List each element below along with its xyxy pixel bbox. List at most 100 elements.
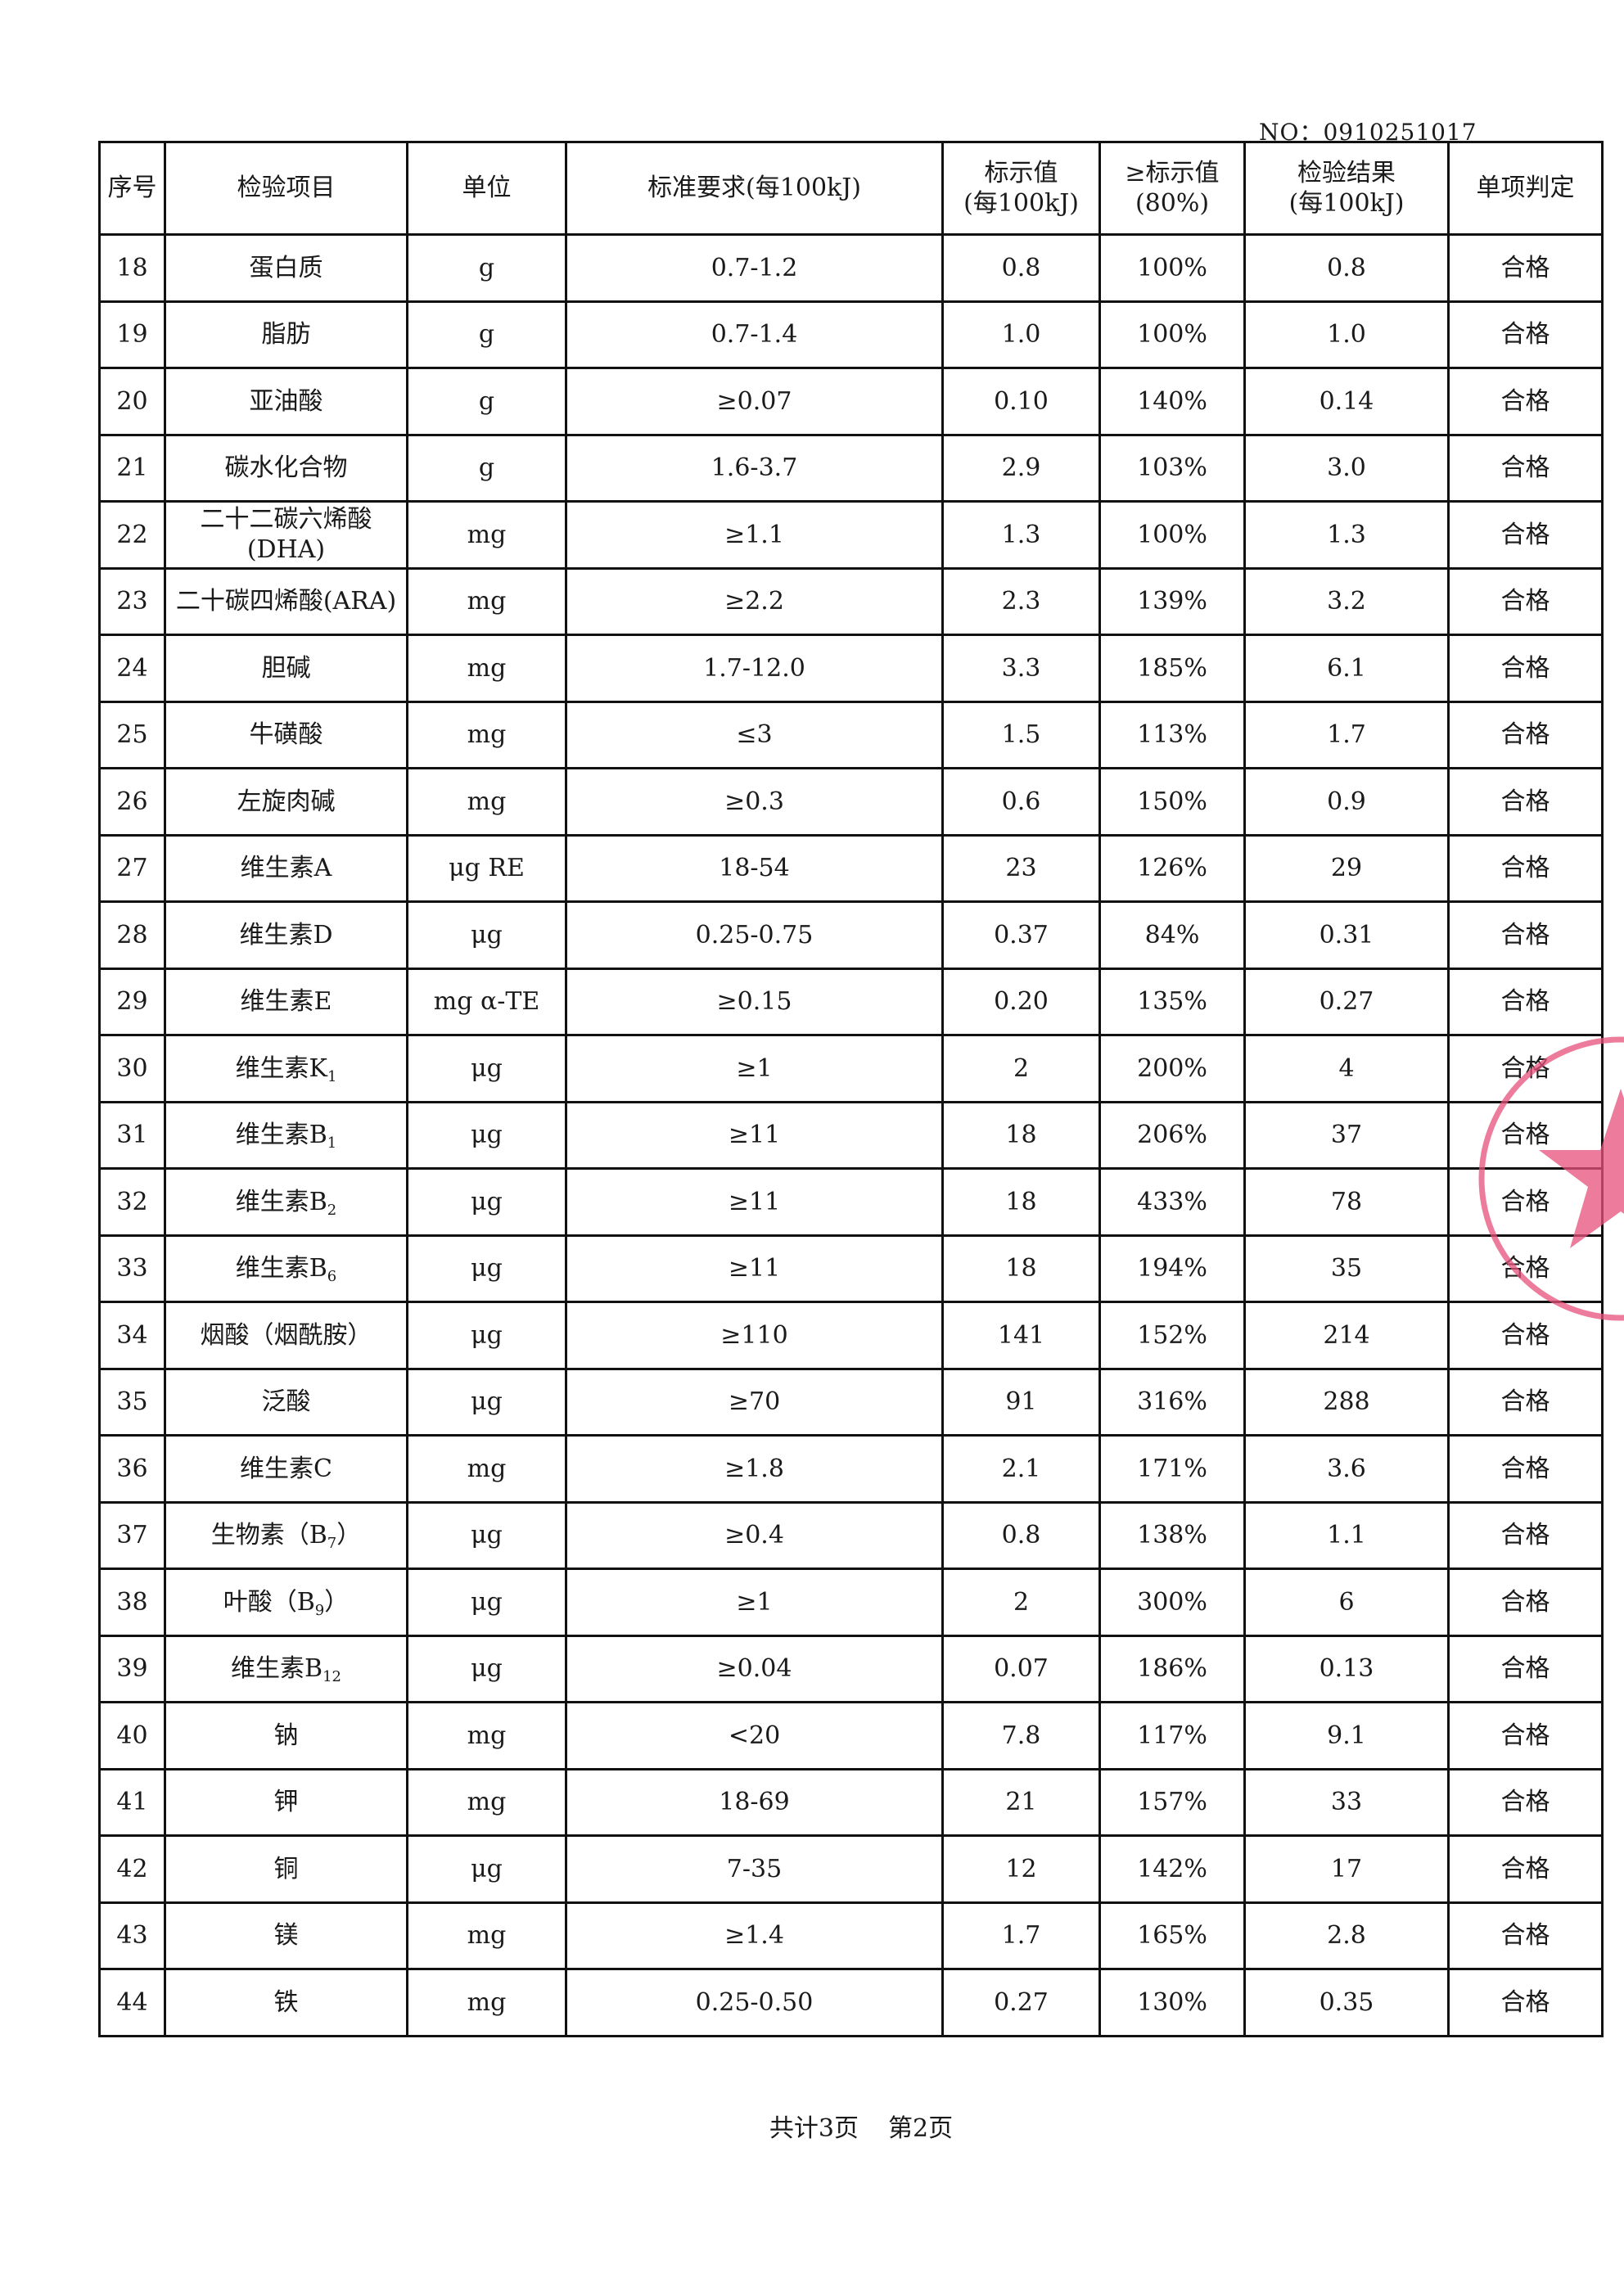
cell-name: 维生素B1 — [164, 1100, 408, 1170]
cell-standard: 0.7-1.2 — [565, 233, 944, 303]
table-row: 28 维生素D μg 0.25-0.75 0.37 84% 0.31 合格 — [98, 900, 1604, 970]
cell-ratio: 100% — [1098, 500, 1246, 570]
cell-seq: 36 — [98, 1434, 166, 1504]
cell-label: 2.9 — [941, 433, 1101, 503]
cell-name: 镁 — [164, 1901, 408, 1970]
cell-label: 0.8 — [941, 233, 1101, 303]
cell-verdict: 合格 — [1447, 1901, 1604, 1970]
cell-label: 1.0 — [941, 300, 1101, 369]
item-name: 维生素B — [235, 1121, 327, 1149]
item-name: 维生素K — [235, 1053, 327, 1083]
cell-result: 0.8 — [1243, 233, 1450, 303]
cell-name: 生物素（B7） — [164, 1500, 408, 1570]
cell-name: 维生素A — [164, 833, 408, 903]
cell-verdict: 合格 — [1447, 367, 1604, 436]
cell-standard: 1.7-12.0 — [565, 634, 944, 703]
cell-seq: 28 — [98, 900, 166, 970]
cell-unit: μg — [406, 1634, 567, 1703]
item-name: 碳水化合物 — [224, 453, 348, 482]
cell-ratio: 113% — [1098, 700, 1246, 769]
cell-standard: <20 — [565, 1701, 944, 1770]
cell-label: 18 — [941, 1234, 1101, 1303]
header-ratio-line2: (80%) — [1135, 189, 1210, 218]
table-row: 20 亚油酸 g ≥0.07 0.10 140% 0.14 合格 — [98, 367, 1604, 436]
cell-standard: ≥70 — [565, 1367, 944, 1437]
cell-standard: 0.25-0.75 — [565, 900, 944, 970]
cell-result: 1.0 — [1243, 300, 1450, 369]
cell-result: 37 — [1243, 1100, 1450, 1170]
cell-unit: g — [406, 367, 567, 436]
cell-seq: 37 — [98, 1500, 166, 1570]
item-name: 二十二碳六烯酸 — [200, 504, 372, 534]
cell-verdict: 合格 — [1447, 500, 1604, 570]
cell-verdict: 合格 — [1447, 700, 1604, 769]
item-suffix: ） — [324, 1587, 350, 1617]
cell-standard: ≥11 — [565, 1167, 944, 1237]
cell-result: 29 — [1243, 833, 1450, 903]
cell-result: 35 — [1243, 1234, 1450, 1303]
cell-name: 胆碱 — [164, 634, 408, 703]
cell-unit: μg — [406, 1167, 567, 1237]
cell-standard: ≥0.07 — [565, 367, 944, 436]
cell-unit: g — [406, 300, 567, 369]
item-name: 镁 — [273, 1921, 299, 1950]
cell-verdict: 合格 — [1447, 433, 1604, 503]
table-row: 38 叶酸（B9） μg ≥1 2 300% 6 合格 — [98, 1568, 1604, 1637]
cell-verdict: 合格 — [1447, 1500, 1604, 1570]
cell-unit: μg — [406, 1834, 567, 1904]
cell-result: 3.6 — [1243, 1434, 1450, 1504]
cell-name: 二十二碳六烯酸 (DHA) — [164, 500, 408, 570]
table-row: 40 钠 mg <20 7.8 117% 9.1 合格 — [98, 1701, 1604, 1770]
item-name: 维生素C — [240, 1454, 332, 1483]
cell-label: 7.8 — [941, 1701, 1101, 1770]
cell-result: 0.31 — [1243, 900, 1450, 970]
cell-ratio: 100% — [1098, 233, 1246, 303]
cell-label: 2.1 — [941, 1434, 1101, 1504]
table-row: 21 碳水化合物 g 1.6-3.7 2.9 103% 3.0 合格 — [98, 433, 1604, 503]
cell-seq: 38 — [98, 1568, 166, 1637]
cell-name: 维生素E — [164, 967, 408, 1036]
cell-seq: 27 — [98, 833, 166, 903]
cell-unit: mg — [406, 700, 567, 769]
cell-seq: 44 — [98, 1968, 166, 2037]
header-label-value-line1: 标示值 — [984, 158, 1058, 187]
current-page: 第2页 — [888, 2114, 954, 2143]
cell-seq: 40 — [98, 1701, 166, 1770]
cell-label: 0.10 — [941, 367, 1101, 436]
cell-name: 钠 — [164, 1701, 408, 1770]
table-row: 33 维生素B6 μg ≥11 18 194% 35 合格 — [98, 1234, 1604, 1303]
cell-seq: 21 — [98, 433, 166, 503]
cell-unit: mg — [406, 1701, 567, 1770]
cell-seq: 25 — [98, 700, 166, 769]
header-result-line2: (每100kJ) — [1288, 189, 1405, 218]
cell-ratio: 126% — [1098, 833, 1246, 903]
cell-unit: mg — [406, 767, 567, 837]
item-name: 牛磺酸 — [249, 720, 323, 749]
cell-ratio: 200% — [1098, 1034, 1246, 1103]
cell-unit: mg — [406, 634, 567, 703]
cell-label: 0.07 — [941, 1634, 1101, 1703]
cell-seq: 26 — [98, 767, 166, 837]
item-name: 生物素（B — [210, 1521, 327, 1549]
cell-result: 214 — [1243, 1301, 1450, 1370]
cell-label: 0.27 — [941, 1968, 1101, 2037]
header-ratio-line1: ≥标示值 — [1125, 158, 1220, 187]
item-subscript: 12 — [323, 1668, 341, 1685]
inspection-table: 序号 检验项目 单位 标准要求(每100kJ) 标示值 (每100kJ) ≥标示值… — [98, 141, 1604, 2037]
item-subscript: 2 — [327, 1201, 337, 1219]
cell-ratio: 150% — [1098, 767, 1246, 837]
cell-seq: 22 — [98, 500, 166, 570]
cell-standard: ≥1.4 — [565, 1901, 944, 1970]
item-name: 钾 — [273, 1788, 299, 1816]
item-suffix: ） — [336, 1521, 362, 1549]
cell-ratio: 300% — [1098, 1568, 1246, 1637]
cell-name: 亚油酸 — [164, 367, 408, 436]
cell-result: 78 — [1243, 1167, 1450, 1237]
cell-verdict: 合格 — [1447, 1701, 1604, 1770]
cell-name: 维生素D — [164, 900, 408, 970]
item-name: 维生素D — [239, 920, 333, 950]
cell-verdict: 合格 — [1447, 967, 1604, 1036]
cell-standard: ≥1 — [565, 1568, 944, 1637]
cell-ratio: 316% — [1098, 1367, 1246, 1437]
cell-standard: ≥1 — [565, 1034, 944, 1103]
